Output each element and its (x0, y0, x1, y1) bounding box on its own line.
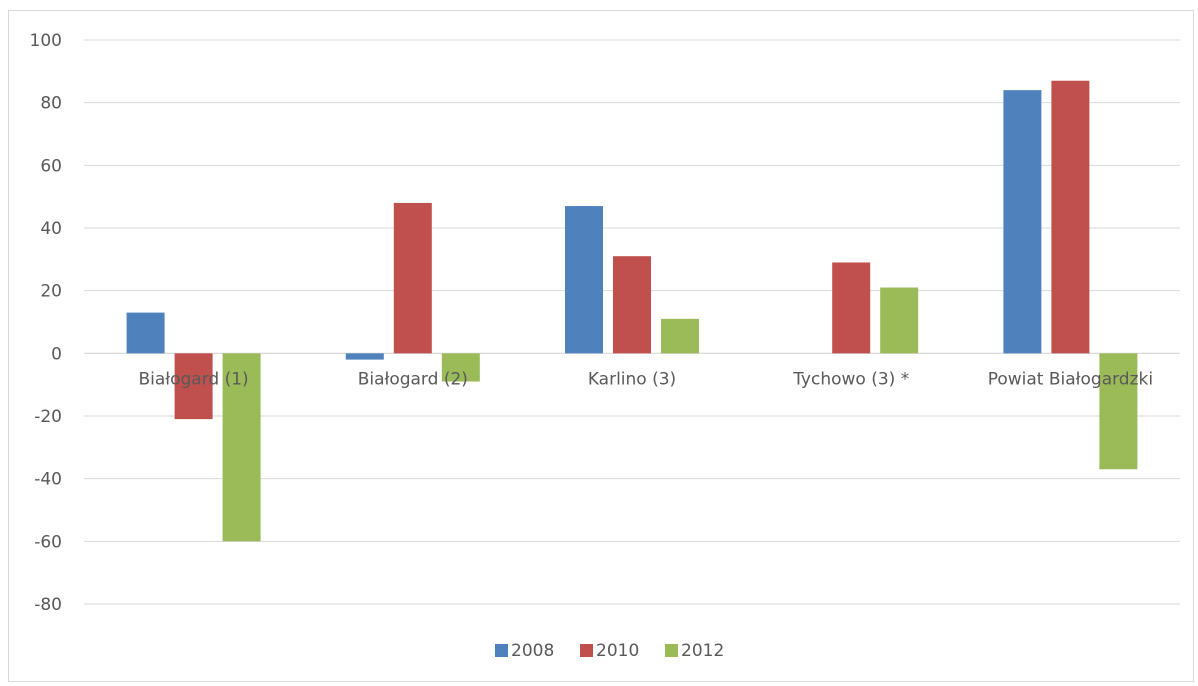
legend: 2008 2010 2012 (495, 641, 724, 661)
y-tick-label: -40 (34, 470, 62, 490)
bar-2012-2 (661, 318, 699, 354)
bar-2008-1 (345, 353, 384, 360)
bar-2010-2 (613, 256, 651, 354)
bar-2012-4 (1099, 353, 1138, 470)
y-tick-label: 40 (40, 219, 62, 239)
legend-swatch-2008 (495, 644, 508, 657)
legend-label: 2012 (681, 641, 724, 661)
category-label: Powiat Białogardzki (988, 369, 1153, 389)
legend-label: 2010 (596, 641, 639, 661)
y-tick-label: 60 (40, 156, 62, 176)
bar-2012-3 (880, 287, 919, 354)
category-label: Białogard (1) (138, 369, 248, 389)
legend-swatch-2012 (665, 644, 678, 657)
category-labels: Białogard (1) Białogard (2) Karlino (3) Tyc… (138, 369, 1153, 389)
y-tick-label: 80 (40, 94, 62, 114)
legend-swatch-2010 (580, 644, 593, 657)
y-tick-label: 0 (51, 344, 62, 364)
category-label: Tychowo (3) * (792, 369, 909, 389)
bar-2010-1 (393, 202, 432, 354)
bar-2008-4 (1003, 90, 1042, 354)
y-tick-label: -80 (34, 595, 62, 615)
bar-2008-0 (126, 312, 165, 354)
y-tick-label: 20 (40, 282, 62, 302)
category-label: Karlino (3) (588, 369, 676, 389)
bar-2010-0 (174, 353, 213, 420)
y-axis-tick-labels: 100 80 60 40 20 0 -20 -40 -60 -80 (30, 31, 62, 615)
bar-2008-2 (565, 206, 603, 354)
legend-label: 2008 (511, 641, 554, 661)
y-tick-label: 100 (30, 31, 62, 51)
y-tick-label: -60 (34, 532, 62, 552)
bar-2010-3 (832, 262, 871, 354)
bar-2012-1 (441, 353, 480, 382)
category-label: Białogard (2) (358, 369, 468, 389)
bar-series (126, 80, 1138, 542)
bar-2010-4 (1051, 80, 1090, 354)
y-tick-label: -20 (34, 407, 62, 427)
bar-2012-0 (222, 353, 261, 542)
gridlines (84, 39, 1180, 605)
